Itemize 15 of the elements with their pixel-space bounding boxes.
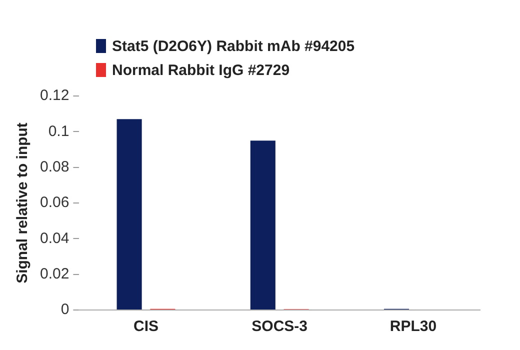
y-axis-title: Signal relative to input <box>14 122 32 284</box>
legend-label: Normal Rabbit IgG #2729 <box>112 62 290 78</box>
legend-label: Stat5 (D2O6Y) Rabbit mAb #94205 <box>112 38 355 54</box>
x-tick-label: CIS <box>133 318 159 336</box>
y-tick-label: 0.02 <box>40 265 70 282</box>
bar <box>250 140 276 310</box>
y-tick-label: 0.06 <box>40 194 70 212</box>
y-tick-label: 0 <box>60 301 70 318</box>
x-tick-label: SOCS-3 <box>252 318 308 336</box>
y-tick-label: 0.12 <box>40 87 70 104</box>
y-tick-label: 0.04 <box>40 230 70 247</box>
y-tick-label: 0.08 <box>40 158 70 176</box>
bar <box>116 119 142 310</box>
y-tick-label: 0.1 <box>48 122 70 140</box>
x-tick-label: RPL30 <box>390 318 437 336</box>
